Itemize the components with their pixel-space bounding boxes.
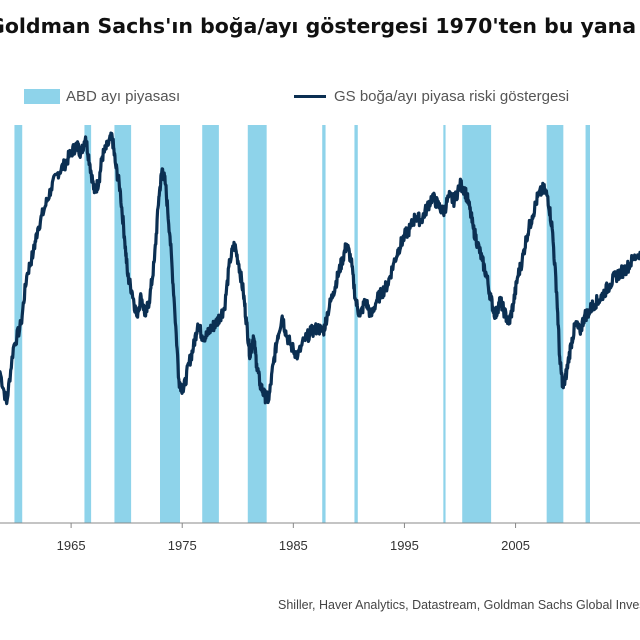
legend-item-bear-market: ABD ayı piyasası [24, 88, 180, 105]
bear-market-band-12 [585, 125, 590, 523]
bear-market-band-11 [546, 125, 564, 523]
series-line [0, 131, 640, 406]
bear-market-band-6 [247, 125, 267, 523]
x-tick-label-1985: 1985 [279, 538, 308, 553]
legend-label-gs-indicator: GS boğa/ayı piyasa riski göstergesi [334, 88, 570, 105]
legend-item-gs-indicator: GS boğa/ayı piyasa riski göstergesi [294, 88, 569, 105]
bear-market-band-2 [84, 125, 92, 523]
x-tick-label-1995: 1995 [390, 538, 419, 553]
bear-market-band-1 [14, 125, 23, 523]
source-note: Shiller, Haver Analytics, Datastream, Go… [278, 598, 640, 612]
legend-swatch-band [24, 89, 60, 104]
x-tick-label-1975: 1975 [168, 538, 197, 553]
x-tick-label-2005: 2005 [501, 538, 530, 553]
bear-market-band-3 [114, 125, 132, 523]
bear-market-band-4 [160, 125, 180, 523]
x-tick-label-1965: 1965 [57, 538, 86, 553]
chart-title: Goldman Sachs'ın boğa/ayı göstergesi 197… [0, 14, 640, 38]
x-axis-ticks: 1965 1975 1985 1995 2005 [57, 523, 530, 553]
bear-market-bands [14, 125, 590, 523]
bear-market-band-10 [462, 125, 492, 523]
bear-market-band-8 [354, 125, 358, 523]
legend-swatch-line [294, 95, 326, 98]
bear-market-band-9 [443, 125, 446, 523]
chart-legend: ABD ayı piyasası GS boğa/ayı piyasa risk… [0, 88, 640, 112]
legend-label-bear-market: ABD ayı piyasası [66, 88, 181, 105]
